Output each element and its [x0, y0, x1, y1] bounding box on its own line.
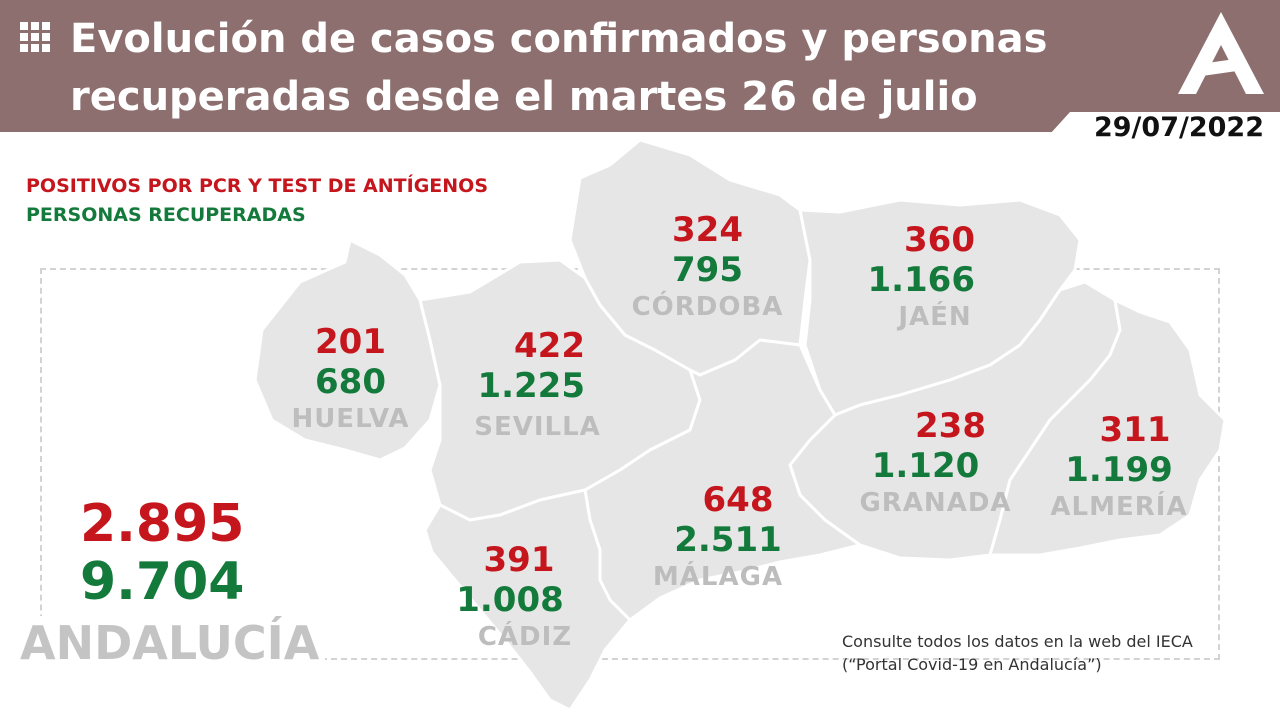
jaen-positives: 360	[904, 220, 975, 260]
almeria-recovered: 1.199	[1065, 450, 1173, 490]
cordoba-name: CÓRDOBA	[631, 292, 784, 322]
jaen-name: JAÉN	[898, 302, 972, 332]
granada-positives: 238	[915, 406, 986, 446]
andalucia-positives: 2.895	[80, 494, 245, 554]
andalucia-recovered: 9.704	[80, 552, 245, 612]
sevilla-positives: 422	[514, 326, 585, 366]
huelva-name: HUELVA	[291, 404, 410, 434]
province-malaga: 648 2.511 MÁLAGA	[652, 480, 784, 594]
legend-recovered: PERSONAS RECUPERADAS	[26, 204, 306, 226]
malaga-positives: 648	[702, 480, 774, 520]
province-sevilla: 422 1.225 SEVILLA	[470, 326, 605, 444]
date-tab	[1050, 112, 1280, 134]
map-malaga	[583, 338, 862, 622]
province-huelva: 201 680 HUELVA	[288, 322, 413, 436]
source-note: Consulte todos los datos en la web del I…	[842, 632, 1193, 674]
legend-positives: POSITIVOS POR PCR Y TEST DE ANTÍGENOS	[26, 175, 489, 197]
sevilla-name: SEVILLA	[474, 412, 601, 442]
granada-recovered: 1.120	[871, 446, 980, 486]
huelva-positives: 201	[315, 322, 386, 362]
sevilla-recovered: 1.225	[477, 366, 585, 406]
granada-name: GRANADA	[859, 488, 1012, 518]
cordoba-positives: 324	[672, 210, 743, 250]
andalucia-totals: 2.895 9.704	[80, 495, 244, 611]
almeria-positives: 311	[1099, 410, 1171, 450]
grid-icon	[20, 22, 50, 52]
header-banner: Evolución de casos confirmados y persona…	[0, 0, 1280, 132]
almeria-name: ALMERÍA	[1050, 492, 1188, 522]
malaga-name: MÁLAGA	[652, 562, 784, 592]
province-cadiz: 391 1.008 CÁDIZ	[444, 540, 576, 654]
page-title: Evolución de casos confirmados y persona…	[70, 16, 1048, 120]
cordoba-recovered: 795	[672, 250, 743, 290]
map-cadiz	[423, 488, 632, 712]
cadiz-name: CÁDIZ	[477, 622, 573, 652]
andalucia-name: ANDALUCÍA	[14, 616, 326, 670]
cadiz-recovered: 1.008	[456, 580, 564, 620]
legend: POSITIVOS POR PCR Y TEST DE ANTÍGENOS PE…	[26, 172, 488, 230]
junta-andalucia-logo	[1178, 12, 1264, 94]
malaga-recovered: 2.511	[674, 520, 782, 560]
date-label: 29/07/2022	[1093, 112, 1264, 143]
jaen-recovered: 1.166	[867, 260, 975, 300]
map-almeria	[988, 298, 1227, 557]
province-almeria: 311 1.199 ALMERÍA	[1048, 410, 1190, 524]
province-cordoba: 324 795 CÓRDOBA	[630, 210, 785, 324]
cadiz-positives: 391	[483, 540, 555, 580]
province-granada: 238 1.120 GRANADA	[858, 406, 1013, 520]
province-jaen: 360 1.166 JAÉN	[855, 220, 975, 334]
huelva-recovered: 680	[315, 362, 386, 402]
